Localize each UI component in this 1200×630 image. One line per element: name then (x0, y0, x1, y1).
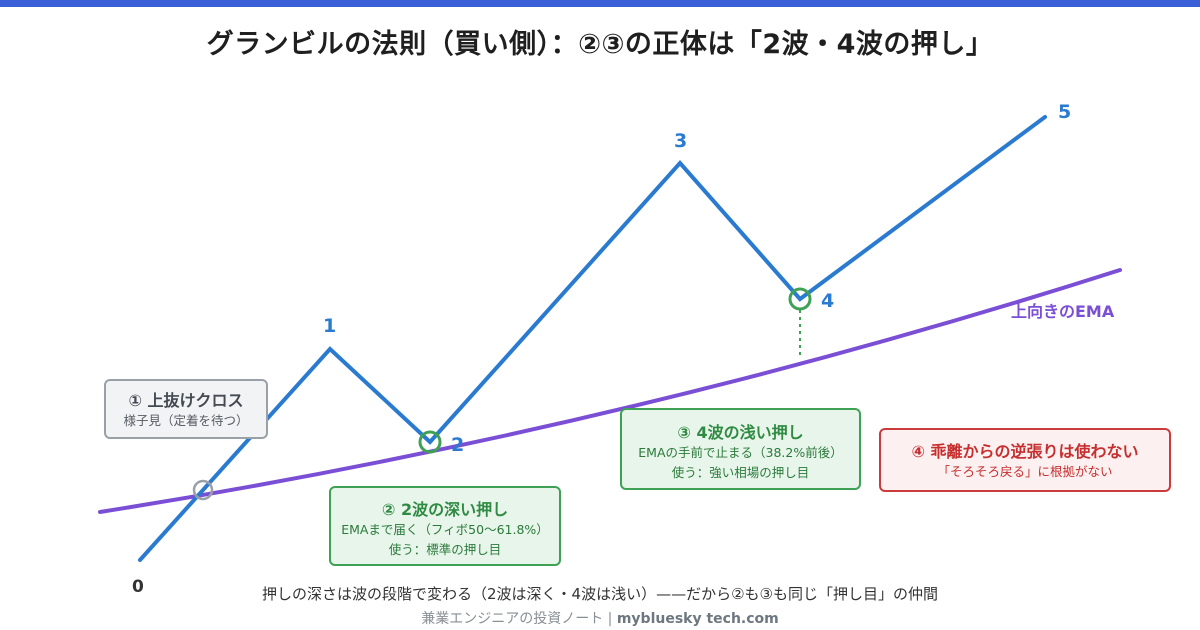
cross-marker (192, 479, 214, 501)
wave-label-4: 4 (821, 290, 834, 312)
callout-wave2-heading: ② 2波の深い押し (381, 500, 509, 519)
price-wave-line (138, 115, 1047, 562)
callout-no-contrarian: ④ 乖離からの逆張りは使わない 「そろそろ戻る」に根拠がない (879, 428, 1171, 492)
wave-label-3: 3 (674, 130, 687, 152)
wave-label-1: 1 (323, 315, 336, 337)
callout-wave4-line2: 使う：強い相場の押し目 (671, 465, 810, 480)
wave-label-0: 0 (132, 577, 144, 597)
wave2-marker (418, 430, 442, 454)
credit-site-name: 兼業エンジニアの投資ノート (421, 611, 604, 627)
callout-wave4-pullback: ③ 4波の浅い押し EMAの手前で止まる（38.2%前後） 使う：強い相場の押し… (620, 408, 861, 490)
callout-wave2-pullback: ② 2波の深い押し EMAまで届く（フィボ50〜61.8%） 使う：標準の押し目 (329, 486, 561, 566)
wave4-marker (788, 287, 812, 311)
callout-crossover-heading: ① 上抜けクロス (128, 391, 244, 410)
wave-label-2: 2 (451, 434, 464, 456)
callout-wave2-line1: EMAまで届く（フィボ50〜61.8%） (341, 522, 549, 537)
credit-domain: mybluesky tech.com (616, 611, 779, 627)
header-accent-bar (0, 0, 1200, 7)
callout-crossover-text: 様子見（定着を待つ） (123, 413, 249, 428)
ema-label: 上向きのEMA (1011, 302, 1115, 321)
page-title: グランビルの法則（買い側）：②③の正体は「2波・4波の押し」 (206, 29, 994, 60)
credit-line: 兼業エンジニアの投資ノート | mybluesky tech.com (0, 608, 1200, 628)
wave-label-5: 5 (1058, 101, 1071, 123)
callout-no-contrarian-heading: ④ 乖離からの逆張りは使わない (911, 442, 1139, 461)
callout-wave2-line2: 使う：標準の押し目 (388, 542, 502, 557)
callout-wave4-heading: ③ 4波の浅い押し (677, 423, 804, 442)
ema-line (98, 268, 1122, 514)
callout-no-contrarian-text: 「そろそろ戻る」に根拠がない (937, 464, 1113, 479)
callout-crossover: ① 上抜けクロス 様子見（定着を待つ） (104, 379, 268, 439)
credit-separator: | (607, 611, 613, 627)
footer-note: 押しの深さは波の段階で変わる（2波は深く・4波は浅い）——だから②も③も同じ「押… (262, 585, 938, 603)
callout-wave4-line1: EMAの手前で止まる（38.2%前後） (638, 445, 843, 460)
